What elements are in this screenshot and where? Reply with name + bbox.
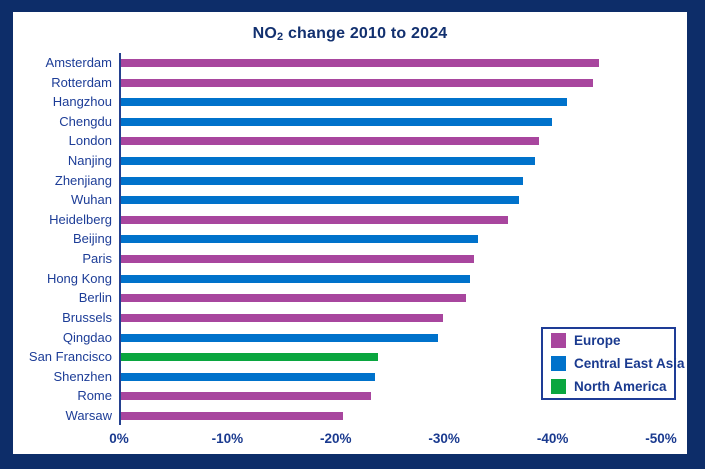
- bar-amsterdam: [121, 59, 600, 67]
- category-label-london: London: [68, 133, 112, 149]
- bar-hangzhou: [121, 98, 567, 107]
- bar-rome: [121, 392, 372, 401]
- category-label-san-francisco: San Francisco: [28, 349, 112, 365]
- chart-title: NO2 change 2010 to 2024: [13, 25, 687, 43]
- legend-item-north-america: North America: [551, 379, 667, 394]
- legend-swatch-europe: [551, 333, 566, 348]
- chart-canvas: NO2 change 2010 to 2024 Europe Central Ea…: [13, 12, 687, 454]
- category-label-berlin: Berlin: [78, 290, 112, 306]
- x-axis-tick-label-2: -20%: [320, 431, 352, 446]
- category-label-rotterdam: Rotterdam: [51, 74, 112, 90]
- chart-title-subscript: 2: [276, 31, 284, 43]
- legend-item-europe: Europe: [551, 333, 666, 348]
- category-label-qingdao: Qingdao: [62, 329, 112, 345]
- x-axis-tick-label-5: -50%: [645, 431, 677, 446]
- category-label-amsterdam: Amsterdam: [45, 55, 112, 70]
- category-label-shenzhen: Shenzhen: [53, 368, 112, 384]
- chart-title-prefix: NO: [252, 25, 277, 42]
- category-label-zhenjiang: Zhenjiang: [54, 172, 112, 188]
- category-label-heidelberg: Heidelberg: [49, 211, 112, 227]
- bar-berlin: [121, 294, 466, 303]
- category-label-warsaw: Warsaw: [65, 407, 112, 423]
- legend-label-north-america: North America: [574, 379, 667, 394]
- category-label-paris: Paris: [82, 251, 112, 267]
- category-label-nanjing: Nanjing: [67, 153, 112, 169]
- bar-zhenjiang: [121, 176, 524, 185]
- bar-chengdu: [121, 117, 553, 126]
- category-label-hangzhou: Hangzhou: [52, 94, 112, 110]
- x-axis-tick-label-3: -30%: [428, 431, 460, 446]
- bar-qingdao: [121, 333, 438, 342]
- bar-hong-kong: [121, 274, 471, 283]
- legend-swatch-north-america: [551, 379, 566, 394]
- bar-nanjing: [121, 157, 536, 166]
- category-label-wuhan: Wuhan: [71, 192, 112, 208]
- bar-warsaw: [121, 411, 344, 420]
- bar-brussels: [121, 313, 443, 322]
- bar-beijing: [121, 235, 478, 244]
- bar-wuhan: [121, 196, 519, 205]
- category-label-rome: Rome: [77, 388, 112, 404]
- category-label-beijing: Beijing: [72, 231, 112, 247]
- legend-swatch-central-east-asia: [551, 356, 566, 371]
- category-label-chengdu: Chengdu: [59, 113, 112, 129]
- bar-san-francisco: [121, 353, 378, 362]
- x-axis-tick-label-4: -40%: [536, 431, 569, 446]
- plot-area: [119, 53, 663, 425]
- legend-label-europe: Europe: [574, 333, 621, 348]
- bar-rotterdam: [121, 78, 593, 87]
- x-axis-tick-label-0: 0%: [109, 431, 129, 446]
- legend-item-central-east-asia: Central East Asia: [551, 356, 685, 371]
- chart-title-rest: change 2010 to 2024: [283, 25, 448, 42]
- category-label-hong-kong: Hong Kong: [46, 270, 112, 286]
- bar-shenzhen: [121, 372, 375, 381]
- bar-london: [121, 137, 540, 146]
- bar-heidelberg: [121, 215, 508, 224]
- x-axis-tick-label-1: -10%: [211, 431, 244, 446]
- legend-label-central-east-asia: Central East Asia: [574, 356, 685, 371]
- bar-paris: [121, 255, 475, 264]
- legend-box: Europe Central East Asia North America: [541, 327, 685, 400]
- category-label-brussels: Brussels: [62, 309, 112, 325]
